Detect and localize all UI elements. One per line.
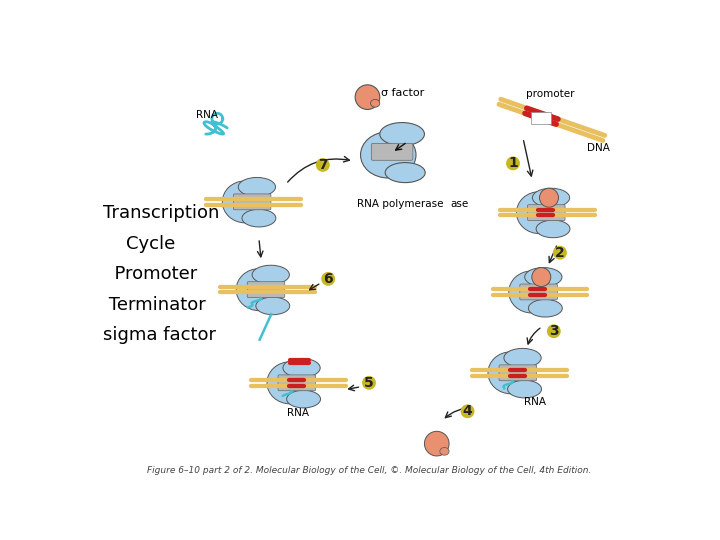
Ellipse shape — [385, 163, 426, 183]
Ellipse shape — [532, 188, 570, 207]
Ellipse shape — [361, 132, 416, 178]
Ellipse shape — [287, 390, 320, 408]
Ellipse shape — [371, 99, 379, 107]
Circle shape — [355, 85, 379, 110]
Circle shape — [316, 158, 330, 172]
Ellipse shape — [536, 220, 570, 238]
Circle shape — [506, 157, 520, 170]
FancyBboxPatch shape — [531, 112, 551, 124]
FancyBboxPatch shape — [233, 194, 271, 210]
Text: 4: 4 — [463, 404, 472, 418]
Circle shape — [321, 272, 335, 286]
Text: 6: 6 — [323, 272, 333, 286]
Ellipse shape — [509, 271, 555, 313]
Text: 1: 1 — [508, 157, 518, 170]
Ellipse shape — [516, 192, 562, 234]
Text: ase: ase — [450, 199, 468, 209]
Ellipse shape — [242, 210, 276, 227]
Ellipse shape — [222, 181, 269, 223]
Circle shape — [539, 188, 559, 207]
Text: 3: 3 — [549, 324, 559, 338]
Ellipse shape — [267, 362, 313, 404]
Ellipse shape — [283, 359, 320, 377]
Circle shape — [461, 404, 474, 418]
Circle shape — [547, 325, 561, 338]
Text: σ factor: σ factor — [382, 88, 425, 98]
Text: Figure 6–10 part 2 of 2. Molecular Biology of the Cell, ©. Molecular Biology of : Figure 6–10 part 2 of 2. Molecular Biolo… — [147, 466, 591, 475]
FancyBboxPatch shape — [520, 284, 557, 300]
Text: RNA: RNA — [197, 110, 218, 120]
Text: RNA: RNA — [287, 408, 309, 418]
Text: 2: 2 — [555, 246, 564, 260]
Circle shape — [362, 376, 376, 390]
Text: RNA polymerase: RNA polymerase — [356, 199, 443, 209]
Ellipse shape — [504, 348, 541, 367]
Text: DNA: DNA — [587, 143, 610, 153]
FancyBboxPatch shape — [278, 375, 315, 391]
Ellipse shape — [440, 448, 449, 455]
Ellipse shape — [256, 297, 289, 315]
Text: 5: 5 — [364, 376, 374, 390]
Ellipse shape — [236, 268, 282, 310]
Ellipse shape — [238, 178, 276, 197]
Text: 7: 7 — [318, 158, 328, 172]
Ellipse shape — [528, 299, 562, 317]
Text: RNA: RNA — [523, 397, 546, 408]
Ellipse shape — [508, 380, 541, 398]
Text: Transcription
    Cycle
  Promoter
 Terminator
sigma factor: Transcription Cycle Promoter Terminator … — [102, 204, 219, 345]
Circle shape — [425, 431, 449, 456]
Ellipse shape — [488, 352, 534, 394]
Circle shape — [553, 246, 567, 260]
Circle shape — [532, 267, 551, 287]
Ellipse shape — [525, 267, 562, 287]
Text: promoter: promoter — [526, 89, 575, 99]
Ellipse shape — [252, 265, 289, 284]
FancyBboxPatch shape — [528, 205, 565, 220]
FancyBboxPatch shape — [499, 365, 536, 381]
FancyBboxPatch shape — [247, 282, 285, 298]
FancyBboxPatch shape — [372, 143, 413, 160]
Ellipse shape — [379, 123, 425, 146]
